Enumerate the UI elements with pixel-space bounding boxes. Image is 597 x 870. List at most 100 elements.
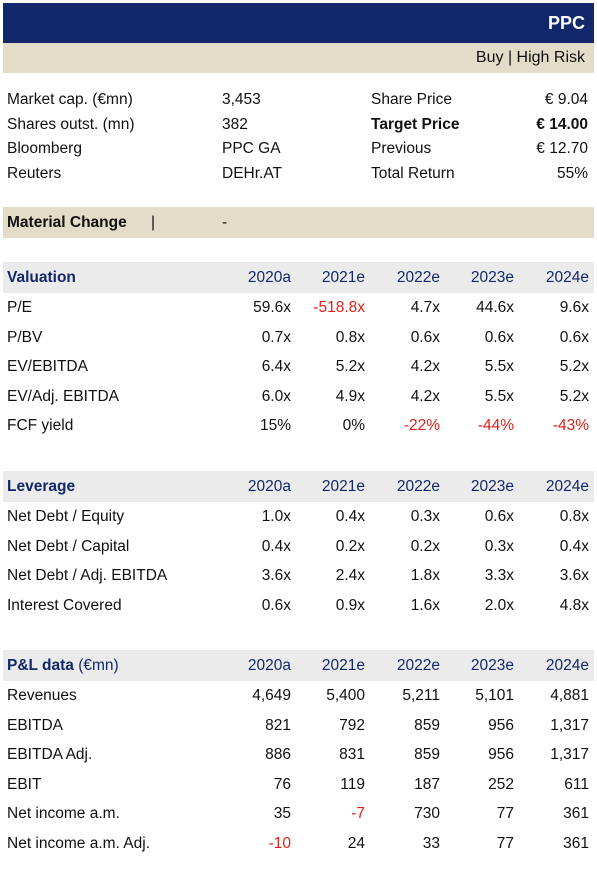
info-value: PPC GA <box>222 140 281 157</box>
table-cell: 0.3x <box>484 537 514 555</box>
table-cell: 3.3x <box>484 567 514 585</box>
table-cell: 5,101 <box>475 687 514 704</box>
table-cell: 0.6x <box>484 508 514 525</box>
row-label: EV/EBITDA <box>7 358 88 376</box>
info-label-2: Previous <box>371 140 432 157</box>
table-cell: 4.8x <box>559 596 589 614</box>
table-cell: 119 <box>340 775 365 793</box>
table-cell: 0.2x <box>335 537 365 555</box>
pl-data-section: P&L data (€mn) 2020a 2021e 2022e 2023e 2024e R… <box>3 650 594 859</box>
table-cell: 956 <box>488 716 514 734</box>
info-row: Reuters DEHr.AT Total Return 55% <box>7 162 588 187</box>
table-row: Net Debt / Capital 0.4x 0.2x 0.2x 0.3x 0.4x <box>3 532 594 562</box>
info-value: 3,453 <box>222 91 261 108</box>
ticker-header: PPC <box>3 3 594 43</box>
table-cell: 33 <box>422 834 440 852</box>
section-title-text: P&L data <box>7 657 74 674</box>
table-cell: 1,317 <box>550 716 589 734</box>
table-cell: 0.4x <box>261 537 291 555</box>
table-cell: 0.4x <box>335 508 365 525</box>
year-header: 2022e <box>396 269 440 286</box>
table-cell: 1,317 <box>550 746 589 764</box>
info-value-2: € 9.04 <box>544 91 588 108</box>
table-cell: 35 <box>273 805 291 823</box>
table-row: EBITDA Adj. 886 831 859 956 1,317 <box>3 740 594 770</box>
row-label: Net Debt / Equity <box>7 508 125 525</box>
table-cell: 187 <box>414 775 440 793</box>
year-header: 2023e <box>470 657 514 674</box>
table-cell: -22% <box>403 417 440 435</box>
year-header: 2024e <box>545 657 589 674</box>
table-cell: 3.6x <box>261 567 291 585</box>
table-cell: 4.2x <box>410 387 440 405</box>
table-cell: 5.5x <box>484 387 514 405</box>
info-label-2: Share Price <box>371 91 452 108</box>
table-row: Net income a.m. 35 -7 730 77 361 <box>3 799 594 829</box>
table-cell: 252 <box>488 775 514 793</box>
table-cell: 4.2x <box>410 358 440 376</box>
table-cell: 1.0x <box>261 508 291 525</box>
section-title: P&L data (€mn) <box>7 650 119 681</box>
leverage-section: Leverage 2020a 2021e 2022e 2023e 2024e Net Deb… <box>3 471 594 620</box>
year-header: 2021e <box>321 657 365 674</box>
table-cell: 44.6x <box>476 299 514 316</box>
table-cell: 2.4x <box>335 567 365 585</box>
section-header: Leverage 2020a 2021e 2022e 2023e 2024e <box>3 471 594 502</box>
table-row: Net income a.m. Adj. -10 24 33 77 361 <box>3 829 594 859</box>
row-label: EBITDA <box>7 716 63 734</box>
section-header: P&L data (€mn) 2020a 2021e 2022e 2023e 2024e <box>3 650 594 681</box>
table-row: EV/EBITDA 6.4x 5.2x 4.2x 5.5x 5.2x <box>3 352 594 382</box>
row-label: Net Debt / Adj. EBITDA <box>7 567 168 585</box>
table-cell: 0.6x <box>261 596 291 614</box>
table-row: Interest Covered 0.6x 0.9x 1.6x 2.0x 4.8x <box>3 591 594 621</box>
table-cell: 0.4x <box>559 537 589 555</box>
table-cell: 76 <box>273 775 291 793</box>
table-row: EBITDA 821 792 859 956 1,317 <box>3 711 594 741</box>
table-cell: 4.7x <box>410 299 440 316</box>
section-title-text: Valuation <box>7 269 76 286</box>
row-label: EBIT <box>7 775 42 793</box>
table-cell: 0.2x <box>410 537 440 555</box>
table-row: FCF yield 15% 0% -22% -44% -43% <box>3 411 594 441</box>
table-cell: 77 <box>496 805 514 823</box>
table-cell: 0.6x <box>484 328 514 346</box>
row-label: FCF yield <box>7 417 74 435</box>
row-label: Interest Covered <box>7 596 122 614</box>
table-cell: 859 <box>414 716 440 734</box>
year-header: 2020a <box>247 478 291 495</box>
table-cell: 0.6x <box>410 328 440 346</box>
year-header: 2021e <box>321 478 365 495</box>
section-title: Valuation <box>7 262 76 293</box>
row-label: Net income a.m. <box>7 805 120 823</box>
info-value-2: 55% <box>556 164 588 182</box>
info-value-2: € 12.70 <box>536 140 588 157</box>
year-header: 2021e <box>321 269 365 286</box>
table-row: P/E 59.6x -518.8x 4.7x 44.6x 9.6x <box>3 293 594 323</box>
year-header: 2024e <box>545 269 589 286</box>
table-cell: 0.6x <box>559 328 589 346</box>
row-label: P/BV <box>7 328 43 346</box>
section-unit: (€mn) <box>78 657 119 674</box>
info-label: Market cap. (€mn) <box>7 91 133 108</box>
material-change-value: - <box>222 214 228 231</box>
rating: Buy | High Risk <box>475 49 585 66</box>
key-info-table: Market cap. (€mn) 3,453 Share Price € 9.… <box>7 88 588 186</box>
year-header: 2022e <box>396 478 440 495</box>
info-label-2: Total Return <box>371 164 455 182</box>
table-cell: 5,211 <box>402 687 440 704</box>
section-header: Valuation 2020a 2021e 2022e 2023e 2024e <box>3 262 594 293</box>
material-change-label: Material Change <box>7 214 127 231</box>
info-value: 382 <box>222 115 248 133</box>
target-price-label: Target Price <box>371 115 460 133</box>
table-row: EV/Adj. EBITDA 6.0x 4.9x 4.2x 5.5x 5.2x <box>3 382 594 412</box>
material-change-bar: Material Change | - <box>3 207 594 238</box>
table-cell: 59.6x <box>253 299 291 316</box>
table-row: EBIT 76 119 187 252 611 <box>3 770 594 800</box>
table-cell: 0.3x <box>410 508 440 525</box>
table-cell: 0.9x <box>335 596 365 614</box>
table-row: Net Debt / Adj. EBITDA 3.6x 2.4x 1.8x 3.3x 3.… <box>3 561 594 591</box>
info-value: DEHr.AT <box>222 164 282 182</box>
table-cell: 859 <box>414 746 440 764</box>
table-row: Net Debt / Equity 1.0x 0.4x 0.3x 0.6x 0.8x <box>3 502 594 532</box>
year-header: 2022e <box>396 657 440 674</box>
